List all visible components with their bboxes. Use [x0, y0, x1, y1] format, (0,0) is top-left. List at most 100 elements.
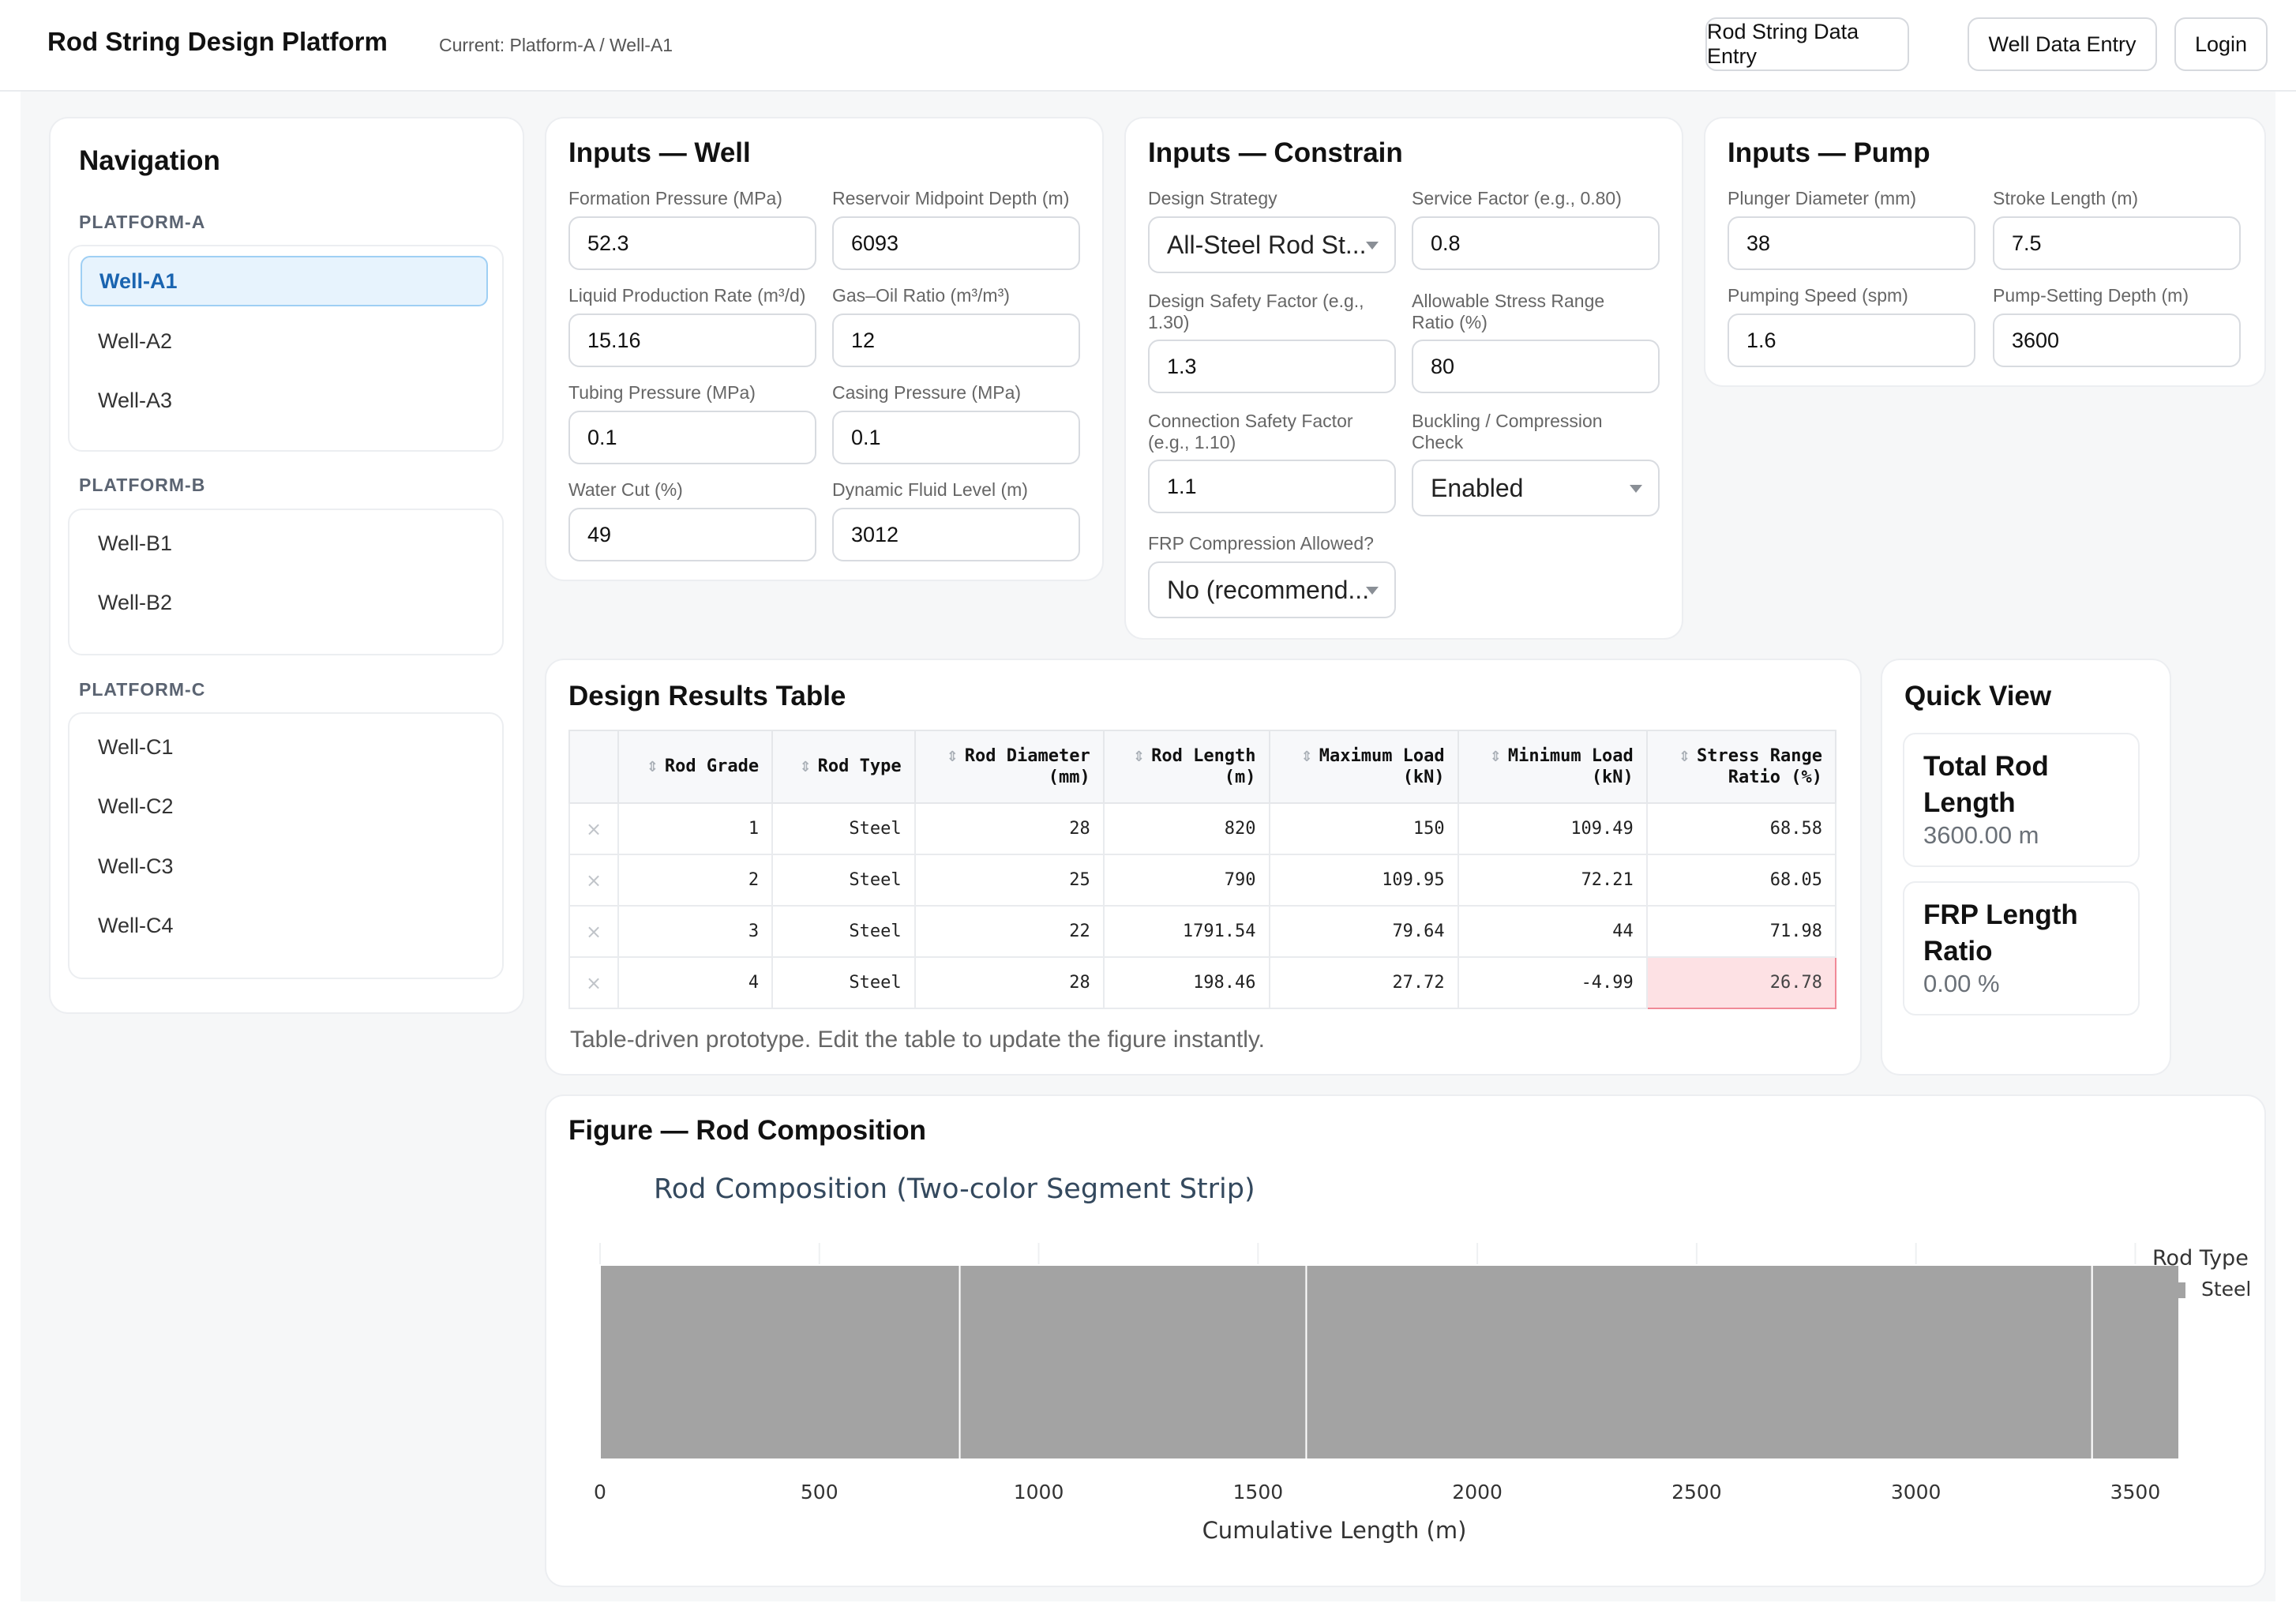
- table-cell[interactable]: 28: [914, 956, 1105, 1009]
- sort-icon[interactable]: ⇕: [1489, 748, 1502, 765]
- formation-pressure-input[interactable]: 52.3: [568, 216, 816, 270]
- table-cell[interactable]: 109.95: [1268, 854, 1459, 907]
- dynamic-fluid-level-label: Dynamic Fluid Level (m): [832, 479, 1028, 500]
- remove-row-icon[interactable]: ×: [568, 905, 619, 958]
- table-cell[interactable]: 22: [914, 905, 1105, 958]
- sort-icon[interactable]: ⇕: [1300, 748, 1313, 765]
- table-cell-highlighted[interactable]: 26.78: [1645, 956, 1837, 1009]
- table-note: Table-driven prototype. Edit the table t…: [570, 1027, 1265, 1053]
- column-header-maximum-load[interactable]: ⇕ Maximum Load (kN): [1268, 730, 1459, 804]
- nav-item-well-a2[interactable]: Well-A2: [98, 328, 173, 353]
- table-cell[interactable]: 150: [1268, 802, 1459, 855]
- table-cell[interactable]: 71.98: [1645, 905, 1837, 958]
- sort-icon[interactable]: ⇕: [1678, 748, 1691, 765]
- legend-label-steel[interactable]: Steel: [2201, 1278, 2251, 1301]
- table-cell[interactable]: 1791.54: [1102, 905, 1270, 958]
- table-cell[interactable]: 68.58: [1645, 802, 1837, 855]
- column-header-rod-type[interactable]: ⇕ Rod Type: [771, 730, 916, 804]
- table-cell[interactable]: 44: [1457, 905, 1648, 958]
- frp-compression-label: FRP Compression Allowed?: [1148, 533, 1374, 554]
- column-header-minimum-load[interactable]: ⇕ Minimum Load (kN): [1457, 730, 1648, 804]
- nav-item-well-c1[interactable]: Well-C1: [98, 734, 174, 759]
- service-factor-label: Service Factor (e.g., 0.80): [1412, 188, 1622, 208]
- design-safety-factor-input[interactable]: 1.3: [1148, 340, 1396, 393]
- table-cell[interactable]: Steel: [771, 854, 916, 907]
- well-data-entry-button[interactable]: Well Data Entry: [1968, 17, 2157, 71]
- table-cell[interactable]: 68.05: [1645, 854, 1837, 907]
- design-strategy-value: All-Steel Rod St...: [1167, 230, 1367, 259]
- sort-icon[interactable]: ⇕: [799, 758, 812, 775]
- sort-icon[interactable]: ⇕: [1133, 748, 1146, 765]
- buckling-check-select[interactable]: Enabled: [1412, 460, 1660, 516]
- remove-row-icon[interactable]: ×: [568, 802, 619, 855]
- stroke-length-input[interactable]: 7.5: [1993, 216, 2241, 270]
- table-cell[interactable]: -4.99: [1457, 956, 1648, 1009]
- nav-item-well-c4[interactable]: Well-C4: [98, 913, 174, 937]
- nav-item-well-b1[interactable]: Well-B1: [98, 531, 173, 555]
- allowable-stress-range-input[interactable]: 80: [1412, 340, 1660, 393]
- design-strategy-select[interactable]: All-Steel Rod St...: [1148, 216, 1396, 273]
- column-header-rod-grade[interactable]: ⇕ Rod Grade: [617, 730, 774, 804]
- liquid-production-rate-input[interactable]: 15.16: [568, 313, 816, 367]
- rod-segment-bar[interactable]: [599, 1264, 961, 1460]
- frp-compression-select[interactable]: No (recommend...: [1148, 561, 1396, 618]
- gas-oil-ratio-input[interactable]: 12: [832, 313, 1080, 367]
- rod-segment-bar[interactable]: [1305, 1264, 2093, 1460]
- frp-length-ratio-card: FRP Length Ratio 0.00 %: [1903, 881, 2140, 1015]
- nav-item-well-a3[interactable]: Well-A3: [98, 388, 173, 412]
- liquid-production-rate-label: Liquid Production Rate (m³/d): [568, 285, 806, 306]
- table-cell[interactable]: 820: [1102, 802, 1270, 855]
- connection-safety-factor-input[interactable]: 1.1: [1148, 460, 1396, 513]
- table-cell[interactable]: 2: [617, 854, 774, 907]
- gas-oil-ratio-label: Gas–Oil Ratio (m³/m³): [832, 285, 1010, 306]
- x-tick-label: 2000: [1452, 1481, 1503, 1504]
- login-button[interactable]: Login: [2174, 17, 2268, 71]
- nav-item-well-a1[interactable]: Well-A1: [81, 256, 488, 306]
- reservoir-midpoint-depth-input[interactable]: 6093: [832, 216, 1080, 270]
- plunger-diameter-input[interactable]: 38: [1728, 216, 1975, 270]
- nav-item-well-c3[interactable]: Well-C3: [98, 854, 174, 878]
- chevron-down-icon: [1366, 242, 1379, 250]
- pump-setting-depth-input[interactable]: 3600: [1993, 313, 2241, 367]
- table-cell[interactable]: 72.21: [1457, 854, 1648, 907]
- stroke-length-label: Stroke Length (m): [1993, 188, 2139, 208]
- pumping-speed-input[interactable]: 1.6: [1728, 313, 1975, 367]
- table-cell[interactable]: 198.46: [1102, 956, 1270, 1009]
- rod-segment-bar[interactable]: [2091, 1264, 2180, 1460]
- casing-pressure-input[interactable]: 0.1: [832, 411, 1080, 464]
- current-well-breadcrumb: Current: Platform-A / Well-A1: [439, 35, 673, 55]
- rod-string-data-entry-button[interactable]: Rod String Data Entry: [1705, 17, 1909, 71]
- service-factor-input[interactable]: 0.8: [1412, 216, 1660, 270]
- table-cell[interactable]: 28: [914, 802, 1105, 855]
- table-cell[interactable]: Steel: [771, 905, 916, 958]
- water-cut-input[interactable]: 49: [568, 508, 816, 561]
- table-cell[interactable]: 790: [1102, 854, 1270, 907]
- remove-row-icon[interactable]: ×: [568, 956, 619, 1009]
- table-cell[interactable]: 25: [914, 854, 1105, 907]
- formation-pressure-label: Formation Pressure (MPa): [568, 188, 782, 208]
- legend-swatch-steel[interactable]: [2170, 1282, 2185, 1298]
- rod-segment-bar[interactable]: [959, 1264, 1307, 1460]
- table-cell[interactable]: 1: [617, 802, 774, 855]
- nav-item-well-b2[interactable]: Well-B2: [98, 590, 173, 614]
- sort-icon[interactable]: ⇕: [646, 758, 658, 775]
- table-row: × 3 Steel 22 1791.54 79.64 44 71.98: [568, 905, 1837, 958]
- table-cell[interactable]: 109.49: [1457, 802, 1648, 855]
- table-cell[interactable]: Steel: [771, 956, 916, 1009]
- column-header-rod-length[interactable]: ⇕ Rod Length (m): [1102, 730, 1270, 804]
- table-cell[interactable]: 27.72: [1268, 956, 1459, 1009]
- remove-row-icon[interactable]: ×: [568, 854, 619, 907]
- table-cell[interactable]: 4: [617, 956, 774, 1009]
- dynamic-fluid-level-input[interactable]: 3012: [832, 508, 1080, 561]
- table-cell[interactable]: Steel: [771, 802, 916, 855]
- table-cell[interactable]: 79.64: [1268, 905, 1459, 958]
- tubing-pressure-input[interactable]: 0.1: [568, 411, 816, 464]
- app-title: Rod String Design Platform: [47, 27, 388, 56]
- nav-item-well-c2[interactable]: Well-C2: [98, 794, 174, 818]
- platform-c-label: PLATFORM-C: [79, 679, 206, 700]
- sort-icon[interactable]: ⇕: [946, 748, 959, 765]
- column-header-stress-range-ratio[interactable]: ⇕ Stress Range Ratio (%): [1645, 730, 1837, 804]
- table-row: × 1 Steel 28 820 150 109.49 68.58: [568, 802, 1837, 855]
- column-header-rod-diameter[interactable]: ⇕ Rod Diameter (mm): [914, 730, 1105, 804]
- table-cell[interactable]: 3: [617, 905, 774, 958]
